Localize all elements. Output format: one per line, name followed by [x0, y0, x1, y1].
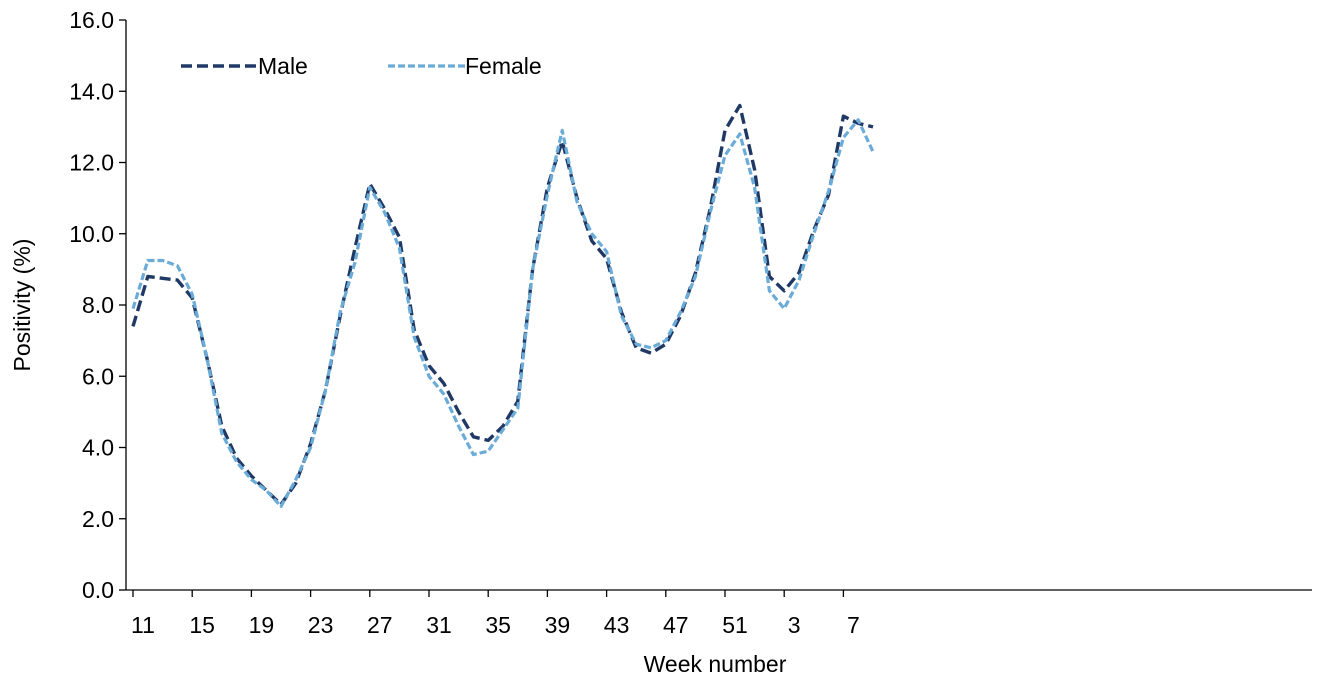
y-tick-label: 2.0 [82, 506, 114, 532]
y-tick-label: 10.0 [69, 221, 114, 247]
y-tick-label: 0.0 [82, 577, 114, 603]
legend-female-label: Female [465, 53, 542, 79]
x-axis-ticks: 11 15 19 23 27 31 35 39 43 47 51 3 7 [131, 590, 860, 638]
x-tick-label: 23 [308, 612, 334, 638]
x-tick-label: 47 [663, 612, 689, 638]
y-tick-label: 16.0 [69, 7, 114, 33]
legend: Male Female [181, 53, 542, 79]
x-tick-label: 3 [788, 612, 801, 638]
x-tick-label: 27 [367, 612, 393, 638]
x-tick-label: 51 [722, 612, 748, 638]
x-axis-title: Week number [644, 651, 787, 677]
x-tick-label: 31 [426, 612, 452, 638]
x-tick-label: 39 [545, 612, 571, 638]
x-tick-label: 11 [131, 612, 155, 638]
series-line-female [131, 118, 875, 508]
y-tick-label: 4.0 [82, 435, 114, 461]
y-tick-label: 8.0 [82, 292, 114, 318]
x-tick-label: 43 [604, 612, 630, 638]
y-tick-label: 6.0 [82, 363, 114, 389]
x-tick-label: 15 [189, 612, 215, 638]
series-group [131, 103, 875, 508]
x-tick-label: 7 [847, 612, 860, 638]
x-tick-label: 35 [485, 612, 511, 638]
legend-male-label: Male [258, 53, 308, 79]
y-tick-label: 14.0 [69, 78, 114, 104]
y-tick-label: 12.0 [69, 150, 114, 176]
y-axis-ticks: 0.0 2.0 4.0 6.0 8.0 10.0 12.0 14.0 16.0 [69, 7, 126, 603]
y-axis-title: Positivity (%) [9, 239, 35, 372]
series-line-male [131, 103, 874, 507]
x-tick-label: 19 [249, 612, 275, 638]
